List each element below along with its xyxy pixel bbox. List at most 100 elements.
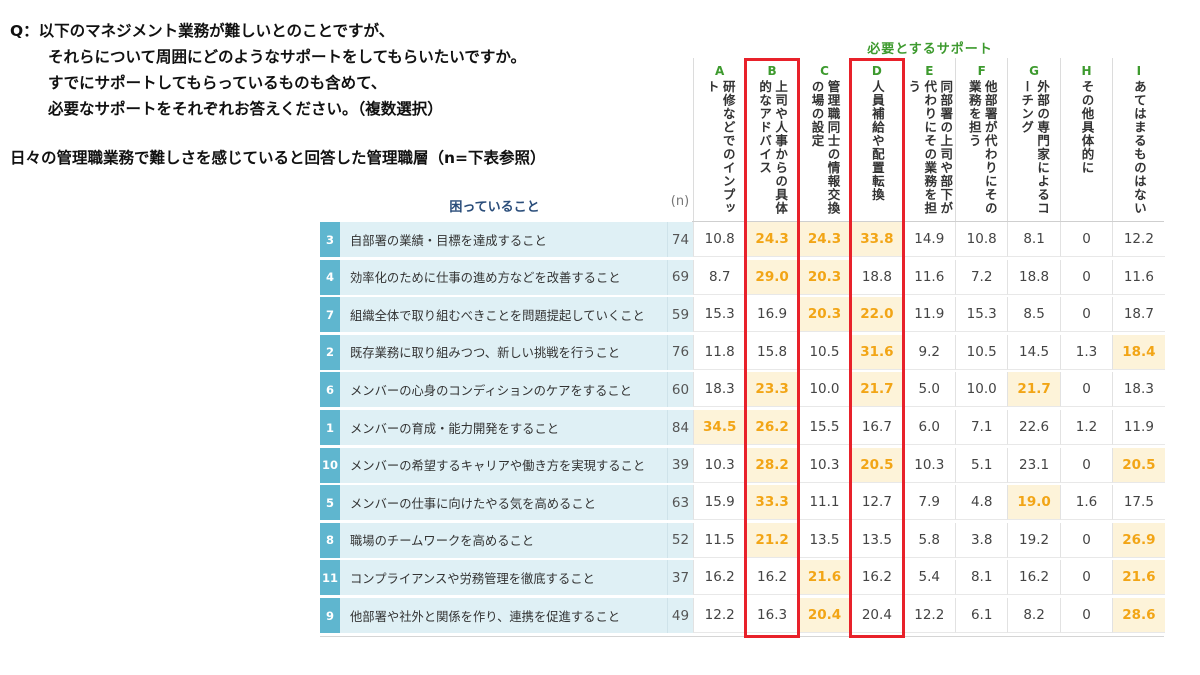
value-cell-i: 17.5 (1112, 485, 1165, 521)
column-letter: C (820, 64, 829, 78)
value-cell-f: 10.8 (955, 222, 1008, 257)
table-row: 9 他部署や社外と関係を作り、連携を促進すること 49 12.2 16.3 20.4 20.… (320, 598, 1165, 635)
value-cell-f: 8.1 (955, 560, 1008, 596)
value-cell-f: 10.5 (955, 334, 1008, 370)
value-cell-a: 10.8 (693, 222, 746, 257)
row-n: 52 (667, 522, 693, 558)
value-cell-b: 26.2 (745, 410, 798, 445)
value-cell-c: 10.3 (797, 447, 851, 483)
value-cell-d: 22.0 (850, 297, 903, 333)
row-n: 63 (667, 485, 693, 521)
value-cell-e: 5.8 (902, 522, 955, 558)
row-number: 5 (320, 485, 340, 521)
value-cell-a: 11.5 (693, 522, 746, 558)
value-cell-c: 20.3 (797, 297, 851, 333)
row-number: 7 (320, 297, 340, 333)
table-row: 5 メンバーの仕事に向けたやる気を高めること 63 15.9 33.3 11.1 12.7 7… (320, 485, 1165, 523)
column-label: 研修などでのインプット (704, 80, 736, 215)
column-header-c: C 管理職同士の情報交換の場の設定 (797, 58, 850, 221)
value-cell-e: 6.0 (902, 410, 955, 445)
value-cell-g: 18.8 (1007, 259, 1060, 295)
table-row: 6 メンバーの心身のコンディションのケアをすること 60 18.3 23.3 10.0 21… (320, 372, 1165, 410)
value-cell-d: 31.6 (850, 334, 903, 370)
value-cell-a: 12.2 (693, 598, 746, 633)
value-cell-h: 0 (1059, 522, 1113, 558)
value-cell-i: 18.4 (1112, 334, 1165, 370)
value-cell-g: 8.1 (1007, 222, 1060, 257)
column-label: 同部署の上司や部下が代わりにその業務を担う (906, 80, 954, 215)
column-label: 他部署が代わりにその業務を担う (966, 80, 998, 215)
value-cell-g: 16.2 (1007, 560, 1060, 596)
column-letter: B (767, 64, 777, 78)
question-line: それらについて周囲にどのようなサポートをしてもらいたいですか。 (48, 48, 527, 66)
header-divider (692, 221, 1164, 222)
row-label: メンバーの心身のコンディションのケアをすること (340, 372, 687, 408)
value-cell-h: 0 (1059, 222, 1113, 257)
respondent-subtitle: 日々の管理職業務で難しさを感じていると回答した管理職層（n=下表参照） (10, 149, 546, 167)
value-cell-e: 7.9 (902, 485, 955, 521)
column-letter: E (925, 64, 934, 78)
row-n: 49 (667, 598, 693, 633)
column-header-e: E 同部署の上司や部下が代わりにその業務を担う (902, 58, 955, 221)
row-label: 効率化のために仕事の進め方などを改善すること (340, 259, 687, 295)
value-cell-i: 28.6 (1112, 598, 1165, 633)
table-row: 10 メンバーの希望するキャリアや働き方を実現すること 39 10.3 28.2 10.3… (320, 447, 1165, 485)
column-header-f: F 他部署が代わりにその業務を担う (955, 58, 1007, 221)
table-row: 3 自部署の業績・目標を達成すること 74 10.8 24.3 24.3 33.8 14.9 1… (320, 222, 1165, 259)
value-cell-e: 5.4 (902, 560, 955, 596)
value-cell-i: 21.6 (1112, 560, 1165, 596)
value-cell-i: 11.9 (1112, 410, 1165, 445)
value-cell-f: 10.0 (955, 372, 1008, 408)
column-letter: G (1029, 64, 1040, 78)
value-cell-i: 12.2 (1112, 222, 1165, 257)
row-n: 76 (667, 334, 693, 370)
value-cell-g: 19.0 (1007, 485, 1060, 521)
table-row: 11 コンプライアンスや労務管理を徹底すること 37 16.2 16.2 21.6 16.2… (320, 560, 1165, 598)
row-number: 9 (320, 598, 340, 633)
row-number: 3 (320, 222, 340, 257)
column-label: 上司や人事からの具体的なアドバイス (757, 80, 789, 215)
support-header: 必要とするサポート (867, 42, 993, 57)
value-cell-e: 11.6 (902, 259, 955, 295)
value-cell-c: 21.6 (797, 560, 851, 596)
value-cell-f: 3.8 (955, 522, 1008, 558)
table-row: 7 組織全体で取り組むべきことを問題提起していくこと 59 15.3 16.9 20.3 2… (320, 297, 1165, 335)
value-cell-h: 0 (1059, 560, 1113, 596)
value-cell-f: 5.1 (955, 447, 1008, 483)
value-cell-g: 8.2 (1007, 598, 1060, 633)
value-cell-c: 20.4 (797, 598, 851, 633)
value-cell-i: 18.7 (1112, 297, 1165, 333)
value-cell-b: 21.2 (745, 522, 798, 558)
value-cell-h: 1.6 (1059, 485, 1113, 521)
n-header: (n) (670, 194, 690, 209)
row-n: 69 (667, 259, 693, 295)
value-cell-c: 20.3 (797, 259, 851, 295)
value-cell-a: 18.3 (693, 372, 746, 408)
row-label: メンバーの育成・能力開発をすること (340, 410, 687, 445)
value-cell-a: 15.3 (693, 297, 746, 333)
value-cell-a: 16.2 (693, 560, 746, 596)
row-label: 他部署や社外と関係を作り、連携を促進すること (340, 598, 687, 633)
value-cell-c: 11.1 (797, 485, 851, 521)
column-header-g: G 外部の専門家によるコーチング (1007, 58, 1059, 221)
value-cell-c: 24.3 (797, 222, 851, 257)
value-cell-h: 1.2 (1059, 410, 1113, 445)
row-label: 自部署の業績・目標を達成すること (340, 222, 687, 257)
value-cell-h: 0 (1059, 259, 1113, 295)
value-cell-e: 14.9 (902, 222, 955, 257)
value-cell-i: 26.9 (1112, 522, 1165, 558)
value-cell-g: 14.5 (1007, 334, 1060, 370)
value-cell-g: 19.2 (1007, 522, 1060, 558)
row-n: 37 (667, 560, 693, 596)
value-cell-b: 24.3 (745, 222, 798, 257)
value-cell-d: 33.8 (850, 222, 903, 257)
table-row: 8 職場のチームワークを高めること 52 11.5 21.2 13.5 13.5 5.8 3.8… (320, 522, 1165, 560)
column-letter: I (1136, 64, 1142, 78)
value-cell-c: 10.5 (797, 334, 851, 370)
column-label: あてはまるものはない (1131, 80, 1147, 215)
row-number: 10 (320, 447, 340, 483)
table-row: 1 メンバーの育成・能力開発をすること 84 34.5 26.2 15.5 16.7 6.0 7… (320, 410, 1165, 447)
table-bottom-border (320, 636, 1164, 637)
row-n: 74 (667, 222, 693, 257)
value-cell-a: 34.5 (693, 410, 746, 445)
